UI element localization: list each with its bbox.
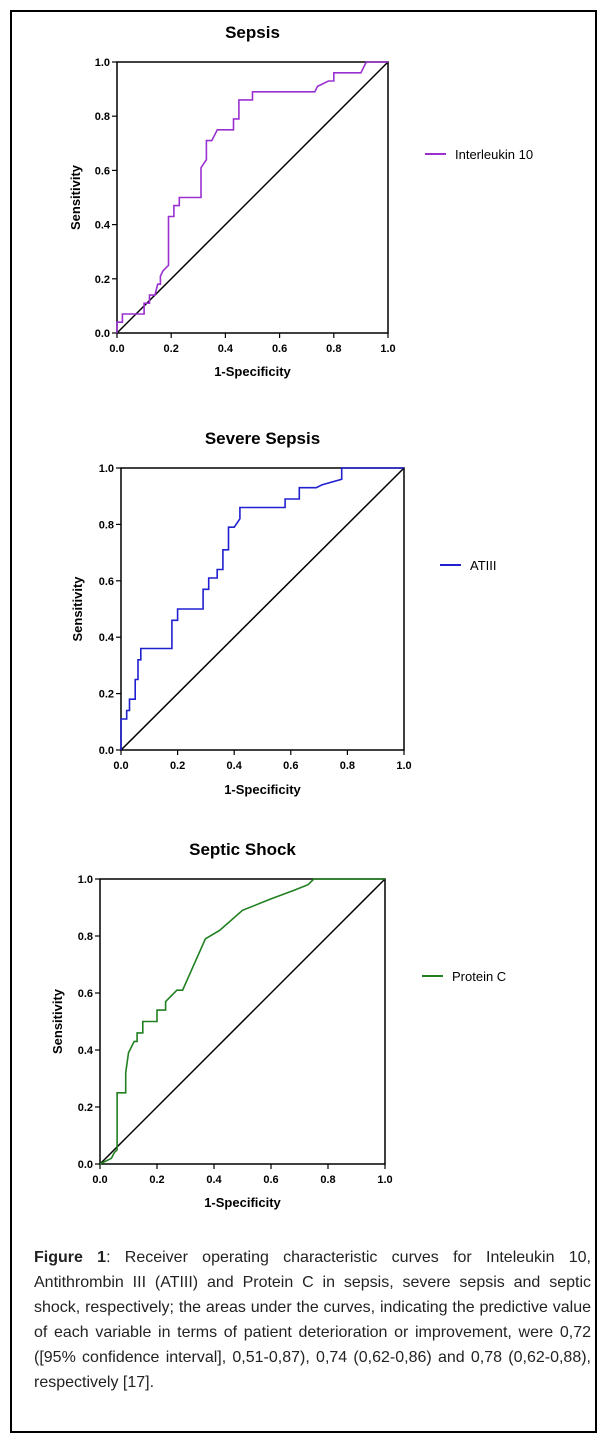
- x-tick-label: 0.6: [263, 1174, 278, 1186]
- legend-label: Interleukin 10: [455, 147, 533, 162]
- x-tick-label: 0.4: [218, 343, 234, 355]
- caption-text: : Receiver operating characteristic curv…: [34, 1249, 591, 1391]
- y-tick-label: 0.0: [99, 745, 114, 757]
- y-axis-label: Sensitivity: [70, 576, 85, 642]
- y-axis-label: Sensitivity: [50, 988, 65, 1054]
- reference-diagonal-line: [99, 878, 386, 1165]
- x-tick-label: 0.8: [326, 343, 341, 355]
- y-tick-label: 0.8: [78, 931, 93, 943]
- y-tick-label: 0.4: [95, 220, 111, 232]
- y-tick-label: 0.2: [95, 274, 110, 286]
- y-tick-label: 0.4: [78, 1045, 94, 1057]
- x-tick-label: 1.0: [396, 760, 411, 772]
- roc-curve-protein-c: [99, 878, 385, 1165]
- x-tick-label: 0.0: [92, 1174, 107, 1186]
- x-axis-label: 1-Specificity: [224, 782, 301, 797]
- y-tick-label: 1.0: [78, 874, 93, 886]
- x-tick-label: 1.0: [380, 343, 395, 355]
- x-tick-label: 0.0: [113, 760, 128, 772]
- figure-frame: [10, 10, 597, 1433]
- plot-area-frame: [120, 467, 405, 751]
- roc-curve-interleukin-10: [116, 61, 388, 333]
- roc-chart-severe-sepsis: Severe Sepsis 0.0 0.2 0.4 0.6 0.8 1.0 0.0 0.2 0.4…: [70, 429, 496, 797]
- plot-area-frame: [99, 878, 386, 1165]
- x-tick-label: 0.4: [227, 760, 243, 772]
- legend-label: ATIII: [470, 558, 496, 573]
- y-tick-label: 0.4: [99, 632, 115, 644]
- y-tick-label: 0.0: [95, 328, 110, 340]
- x-tick-label: 0.8: [340, 760, 355, 772]
- x-tick-label: 0.4: [206, 1174, 222, 1186]
- figure-caption: Figure 1: Receiver operating characteris…: [34, 1245, 591, 1395]
- x-axis-label: 1-Specificity: [204, 1195, 281, 1210]
- roc-chart-sepsis: Sepsis 0.0 0.2 0.4 0.6 0.8 1.0 0.0 0.2 0.4 0.6 0.8 1…: [68, 23, 533, 379]
- x-axis-label: 1-Specificity: [214, 364, 291, 379]
- y-tick-label: 0.8: [99, 519, 114, 531]
- caption-label: Figure 1: [34, 1249, 107, 1266]
- reference-diagonal-line: [116, 61, 389, 334]
- y-tick-label: 1.0: [99, 463, 114, 475]
- roc-chart-septic-shock: Septic Shock 0.0 0.2 0.4 0.6 0.8 1.0 0.0 0.2 0.4 0…: [50, 840, 506, 1210]
- y-tick-label: 0.6: [95, 165, 110, 177]
- y-tick-label: 0.6: [78, 988, 93, 1000]
- chart-title: Severe Sepsis: [205, 429, 320, 448]
- x-tick-label: 0.6: [272, 343, 287, 355]
- x-tick-label: 1.0: [377, 1174, 392, 1186]
- y-tick-label: 0.2: [99, 689, 114, 701]
- x-tick-label: 0.2: [149, 1174, 164, 1186]
- x-tick-label: 0.2: [164, 343, 179, 355]
- y-tick-label: 0.0: [78, 1159, 93, 1171]
- x-tick-label: 0.0: [109, 343, 124, 355]
- y-tick-label: 0.6: [99, 576, 114, 588]
- chart-title: Septic Shock: [189, 840, 296, 859]
- x-tick-label: 0.6: [283, 760, 298, 772]
- plot-area-frame: [116, 61, 389, 334]
- roc-curve-atiii: [120, 467, 404, 750]
- reference-diagonal-line: [120, 467, 405, 751]
- y-axis-label: Sensitivity: [68, 164, 83, 230]
- x-tick-label: 0.8: [320, 1174, 335, 1186]
- y-tick-label: 0.8: [95, 111, 110, 123]
- y-tick-label: 0.2: [78, 1102, 93, 1114]
- legend-label: Protein C: [452, 969, 506, 984]
- x-tick-label: 0.2: [170, 760, 185, 772]
- y-tick-label: 1.0: [95, 57, 110, 69]
- chart-title: Sepsis: [225, 23, 280, 42]
